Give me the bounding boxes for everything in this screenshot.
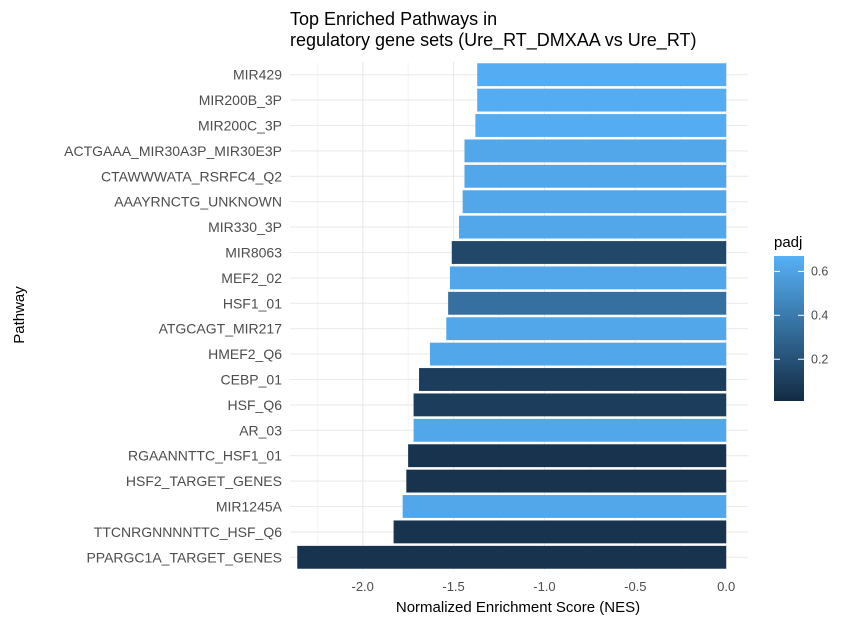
bars [297, 63, 727, 569]
x-tick-label: -1.0 [533, 579, 555, 594]
bar-mir200b-3p [477, 88, 727, 112]
y-tick-label: ATGCAGT_MIR217 [159, 321, 283, 337]
chart-title-line-1: Top Enriched Pathways in [290, 9, 497, 29]
y-tick-label: MEF2_02 [221, 270, 282, 286]
y-tick-label: AR_03 [239, 422, 282, 438]
y-tick-label: MIR200B_3P [199, 92, 282, 108]
legend-title: padj [774, 234, 802, 251]
grid-lines [290, 62, 748, 570]
y-tick-label: RGAANNTTC_HSF1_01 [128, 448, 282, 464]
y-tick-label: ACTGAAA_MIR30A3P_MIR30E3P [64, 143, 282, 159]
bar-hmef2-q6 [429, 342, 727, 366]
x-tick-label: -2.0 [351, 579, 373, 594]
bar-mef2-02 [449, 266, 727, 290]
bar-ctawwwata-rsrfc4-q2 [464, 164, 727, 188]
x-tick-label: -0.5 [624, 579, 646, 594]
bar-hsf1-01 [448, 291, 727, 315]
bar-mir330-3p [459, 215, 727, 239]
bar-mir200c-3p [475, 114, 727, 137]
bar-hsf-q6 [413, 393, 727, 417]
bar-hsf2-target-genes [406, 469, 727, 493]
y-tick-label: MIR8063 [225, 245, 282, 261]
chart-title-line-2: regulatory gene sets (Ure_RT_DMXAA vs Ur… [290, 30, 697, 51]
bar-actgaaa-mir30a3p-mir30e3p [464, 139, 727, 163]
y-tick-label: PPARGC1A_TARGET_GENES [86, 549, 282, 565]
y-tick-label: TTCNRGNNNNTTC_HSF_Q6 [94, 524, 282, 540]
x-tick-label: 0.0 [717, 579, 735, 594]
bar-mir8063 [451, 241, 727, 264]
bar-ar-03 [413, 418, 727, 442]
legend-tick-label: 0.2 [811, 352, 828, 366]
x-tick-labels: -2.0 -1.5 -1.0 -0.5 0.0 [351, 579, 735, 594]
legend: padj 0.2 0.4 0.6 [774, 234, 828, 401]
legend-tick-label: 0.6 [811, 264, 828, 278]
y-tick-label: CEBP_01 [221, 372, 283, 388]
y-tick-label: AAAYRNCTG_UNKNOWN [114, 194, 282, 210]
legend-tick-label: 0.4 [811, 308, 828, 322]
y-tick-label: MIR429 [233, 67, 282, 83]
y-tick-label: MIR1245A [216, 499, 283, 515]
bar-ppargc1a-target-genes [297, 545, 727, 569]
y-tick-label: CTAWWWATA_RSRFC4_Q2 [101, 168, 282, 184]
y-tick-label: HSF2_TARGET_GENES [126, 473, 282, 489]
y-tick-label: MIR330_3P [208, 219, 282, 235]
bar-mir429 [477, 63, 727, 87]
bar-atgcagt-mir217 [446, 317, 727, 341]
y-tick-label: HSF1_01 [223, 295, 282, 311]
bar-aaayrnctg-unknown [462, 190, 727, 214]
x-tick-label: -1.5 [442, 579, 464, 594]
bar-ttcnrgnnnnttc-hsf-q6 [393, 520, 727, 544]
y-tick-labels: MIR429 MIR200B_3P MIR200C_3P ACTGAAA_MIR30A… [64, 67, 283, 566]
y-axis-title: Pathway [11, 286, 28, 344]
bar-mir1245a [402, 495, 727, 518]
y-tick-label: MIR200C_3P [198, 118, 282, 134]
y-tick-label: HSF_Q6 [228, 397, 283, 413]
bar-cebp-01 [419, 368, 727, 391]
legend-colorbar [774, 256, 804, 401]
y-tick-label: HMEF2_Q6 [208, 346, 282, 362]
legend-ticks: 0.2 0.4 0.6 [774, 264, 828, 366]
x-axis-title: Normalized Enrichment Score (NES) [396, 599, 640, 616]
bar-rgaannttc-hsf1-01 [408, 444, 727, 468]
